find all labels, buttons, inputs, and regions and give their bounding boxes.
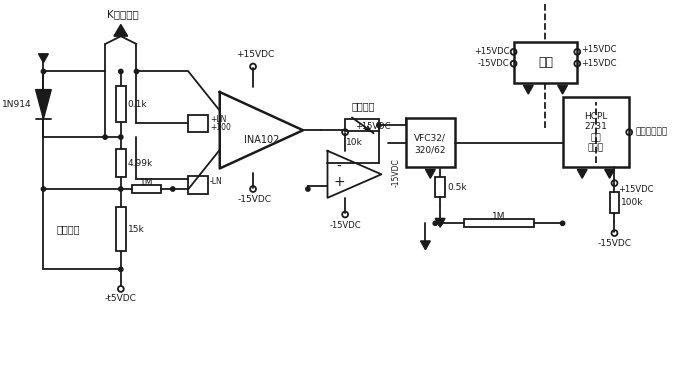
Bar — [563, 97, 629, 168]
Polygon shape — [523, 85, 533, 94]
Text: -15VDC: -15VDC — [329, 221, 361, 230]
Text: -t5VDC: -t5VDC — [105, 294, 137, 303]
Polygon shape — [114, 25, 128, 36]
Text: 1M: 1M — [492, 212, 506, 221]
Circle shape — [377, 123, 381, 127]
Text: -15VDC: -15VDC — [478, 59, 510, 68]
Bar — [116, 207, 126, 251]
Text: -15VDC: -15VDC — [598, 240, 632, 248]
Polygon shape — [38, 54, 48, 63]
Text: 增程调整: 增程调整 — [352, 101, 375, 111]
Polygon shape — [578, 169, 587, 178]
Bar — [514, 42, 578, 83]
Bar — [406, 119, 455, 168]
Circle shape — [433, 221, 438, 226]
Text: 电源: 电源 — [538, 56, 553, 69]
Circle shape — [560, 221, 565, 226]
Text: 10k: 10k — [346, 138, 362, 147]
Text: +15VDC: +15VDC — [236, 50, 274, 60]
Text: HCPL
2731
光电
偶合器: HCPL 2731 光电 偶合器 — [584, 112, 608, 152]
Text: +100: +100 — [210, 123, 230, 132]
Text: +15VDC: +15VDC — [581, 59, 617, 68]
Text: 1N914: 1N914 — [2, 100, 32, 109]
Circle shape — [171, 187, 175, 191]
Polygon shape — [425, 169, 435, 178]
Bar — [344, 119, 379, 131]
Bar — [435, 177, 445, 197]
Bar — [116, 149, 126, 177]
Text: 4.99k: 4.99k — [128, 158, 153, 168]
Text: 0.1k: 0.1k — [128, 100, 147, 109]
Text: K型热电偶: K型热电偶 — [107, 9, 139, 20]
Bar — [189, 114, 208, 132]
Text: -15VDC: -15VDC — [238, 195, 272, 204]
Text: +15VDC: +15VDC — [474, 47, 510, 56]
Circle shape — [134, 69, 139, 74]
Circle shape — [119, 187, 123, 191]
Text: INA102: INA102 — [244, 135, 279, 145]
Bar — [189, 176, 208, 194]
Text: 0.5k: 0.5k — [447, 183, 466, 191]
Text: +15VDC: +15VDC — [618, 185, 654, 194]
Text: -15VDC: -15VDC — [392, 158, 401, 187]
Text: +15VDC: +15VDC — [581, 45, 617, 55]
Text: +: + — [333, 175, 345, 189]
Circle shape — [119, 69, 123, 74]
Polygon shape — [421, 241, 430, 250]
Text: 1M: 1M — [140, 178, 154, 186]
Polygon shape — [435, 218, 445, 227]
Bar — [464, 219, 534, 227]
Text: +15VDC: +15VDC — [355, 122, 390, 131]
Polygon shape — [604, 169, 615, 178]
Text: 15k: 15k — [128, 225, 145, 234]
Circle shape — [438, 221, 442, 226]
Bar — [610, 192, 619, 213]
Text: 320/62: 320/62 — [414, 145, 446, 154]
Circle shape — [119, 135, 123, 139]
Text: 冷端补偿: 冷端补偿 — [56, 224, 80, 234]
Text: 数字信号输出: 数字信号输出 — [635, 128, 667, 137]
Text: VFC32/: VFC32/ — [414, 133, 447, 143]
Circle shape — [41, 69, 45, 74]
Circle shape — [103, 135, 107, 139]
Polygon shape — [558, 85, 567, 94]
Text: -LN: -LN — [210, 177, 223, 186]
Text: -: - — [337, 160, 342, 174]
Circle shape — [119, 267, 123, 271]
Text: 100k: 100k — [622, 198, 644, 207]
Text: +LN: +LN — [210, 115, 226, 124]
Polygon shape — [36, 89, 51, 119]
Bar — [132, 185, 161, 193]
Circle shape — [306, 187, 310, 191]
Bar — [116, 86, 126, 122]
Circle shape — [41, 187, 45, 191]
